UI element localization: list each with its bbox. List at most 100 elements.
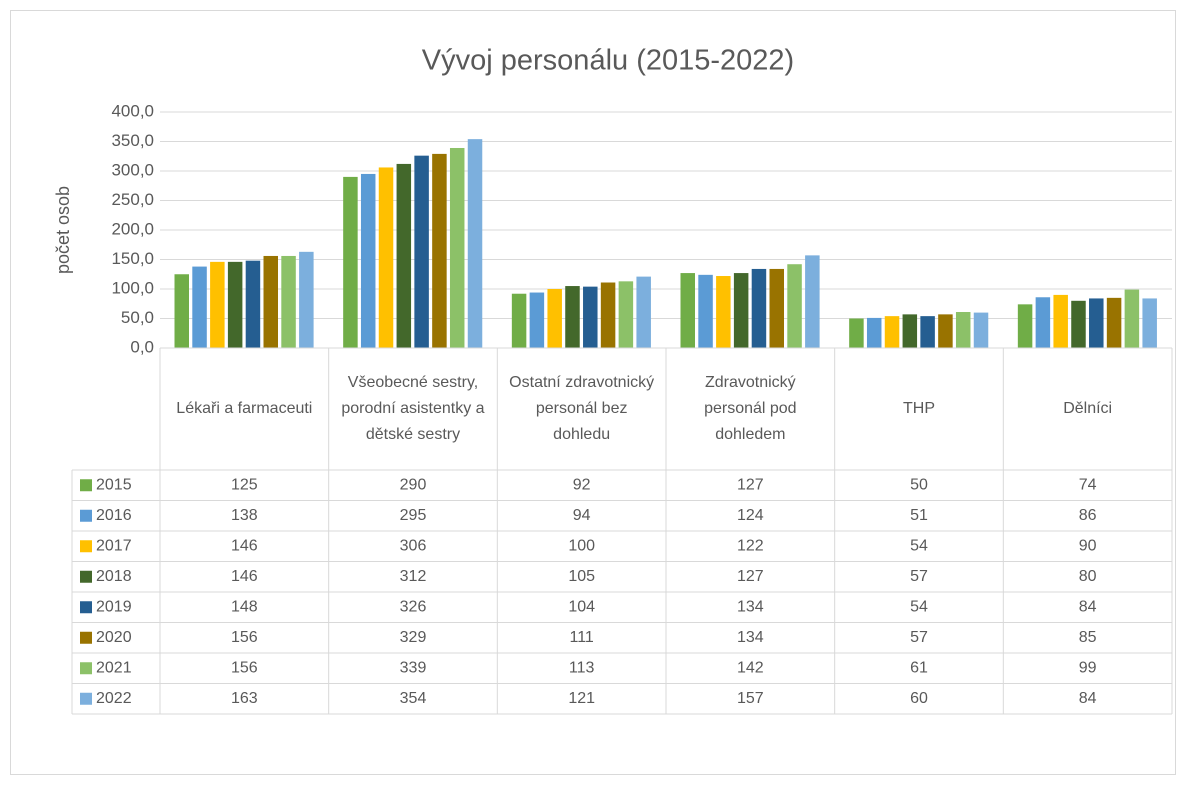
table-value: 122 <box>737 537 764 554</box>
bar <box>432 153 447 348</box>
bar <box>299 251 314 348</box>
bar <box>511 293 527 348</box>
bar <box>805 255 820 348</box>
bar <box>600 282 616 348</box>
chart-title: Vývoj personálu (2015-2022) <box>422 45 794 77</box>
table-value: 84 <box>1079 690 1097 707</box>
category-label: Dělníci <box>1063 400 1113 417</box>
bar <box>849 318 864 348</box>
table-value: 50 <box>910 476 928 493</box>
table-value: 90 <box>1079 537 1097 554</box>
bar <box>1053 294 1068 348</box>
bar <box>787 264 802 348</box>
bar <box>174 274 189 348</box>
bar <box>1089 298 1104 348</box>
legend-key <box>80 540 92 553</box>
table-value: 326 <box>400 598 427 615</box>
table-value: 113 <box>569 659 595 676</box>
table-value: 146 <box>231 537 258 554</box>
bar <box>955 312 971 348</box>
bar <box>1017 304 1033 348</box>
bar <box>529 292 545 348</box>
category-label: Ostatní zdravotnický personál bez dohled… <box>509 374 655 443</box>
table-value: 74 <box>1079 476 1097 493</box>
legend-key <box>80 479 92 492</box>
bar <box>733 273 749 348</box>
category-label: Všeobecné sestry, porodní asistentky a d… <box>341 374 485 443</box>
y-tick-label: 0,0 <box>130 337 154 356</box>
legend-label: 2021 <box>96 659 132 676</box>
bar <box>396 163 412 348</box>
y-axis-label: počet osob <box>53 186 73 274</box>
bar <box>884 316 900 348</box>
table-value: 86 <box>1079 507 1097 524</box>
chart-border <box>10 10 1176 775</box>
table-value: 105 <box>568 568 595 585</box>
table-value: 104 <box>568 598 595 615</box>
table-value: 156 <box>231 629 258 646</box>
bar <box>618 281 634 348</box>
table-value: 85 <box>1079 629 1097 646</box>
table-value: 125 <box>231 476 258 493</box>
bar <box>902 314 918 348</box>
legend-key <box>80 662 92 675</box>
bar <box>547 289 562 348</box>
bar <box>378 167 394 348</box>
table-value: 121 <box>568 690 595 707</box>
bar <box>938 314 953 348</box>
table-value: 134 <box>737 598 764 615</box>
table-value: 92 <box>573 476 591 493</box>
bar <box>1124 289 1140 348</box>
legend-key <box>80 692 92 705</box>
bar <box>192 266 207 348</box>
y-tick-label: 100,0 <box>111 278 154 297</box>
table-value: 142 <box>737 659 764 676</box>
category-label: THP <box>902 400 935 417</box>
table-value: 306 <box>400 537 427 554</box>
bar <box>866 317 882 348</box>
table-value: 127 <box>737 568 764 585</box>
bar <box>1035 297 1051 348</box>
table-value: 111 <box>570 629 594 646</box>
bar <box>245 260 261 348</box>
bar <box>973 312 989 348</box>
table-value: 94 <box>573 507 591 524</box>
table-value: 339 <box>400 659 427 676</box>
bar <box>263 255 278 348</box>
bar <box>414 155 429 348</box>
bar <box>210 261 225 348</box>
legend-label: 2016 <box>96 507 132 524</box>
bar <box>360 173 376 348</box>
category-label: Zdravotnický personál pod dohledem <box>704 374 797 443</box>
legend-key <box>80 601 92 614</box>
y-tick-label: 400,0 <box>111 101 154 120</box>
y-tick-label: 150,0 <box>111 249 154 268</box>
y-tick-label: 350,0 <box>111 131 154 150</box>
table-value: 51 <box>910 507 928 524</box>
y-tick-label: 300,0 <box>111 160 154 179</box>
bar <box>583 286 598 348</box>
legend-label: 2020 <box>96 629 132 646</box>
bar <box>227 261 243 348</box>
y-tick-label: 50,0 <box>121 308 154 327</box>
bar <box>1106 297 1122 348</box>
bar <box>467 139 483 348</box>
bar <box>920 316 935 348</box>
bar <box>565 286 580 348</box>
legend-label: 2018 <box>96 568 132 585</box>
table-value: 295 <box>400 507 427 524</box>
table-value: 124 <box>737 507 764 524</box>
table-value: 84 <box>1079 598 1097 615</box>
table-value: 290 <box>400 476 427 493</box>
legend-key <box>80 570 92 583</box>
legend-key <box>80 631 92 644</box>
table-value: 157 <box>737 690 764 707</box>
bar <box>751 268 767 348</box>
table-value: 54 <box>910 537 928 554</box>
legend-label: 2019 <box>96 598 132 615</box>
bar <box>343 176 358 348</box>
table-value: 146 <box>231 568 258 585</box>
table-value: 61 <box>910 659 928 676</box>
